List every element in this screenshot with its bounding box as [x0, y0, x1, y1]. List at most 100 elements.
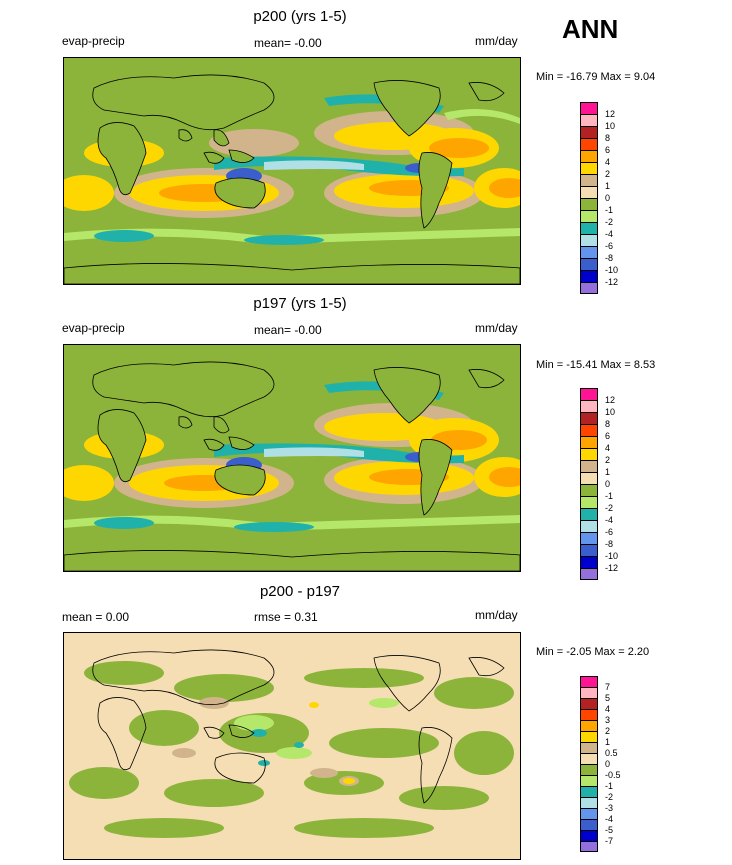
colorbar-tick: 10: [605, 121, 616, 131]
colorbar-swatch: [580, 186, 598, 198]
panel-1-map: [63, 57, 521, 285]
colorbar-swatch: [580, 138, 598, 150]
panel-3-map-svg: [64, 633, 520, 859]
colorbar-swatch: [580, 720, 598, 731]
colorbar-tick: -4: [605, 515, 614, 525]
colorbar-tick: -8: [605, 539, 614, 549]
colorbar-tick: -2: [605, 792, 614, 802]
colorbar-tick: -0.5: [605, 770, 621, 780]
colorbar-swatch: [580, 412, 598, 424]
colorbar-swatch: [580, 258, 598, 270]
colorbar-swatch: [580, 270, 598, 282]
colorbar-swatch: [580, 388, 598, 400]
season-label: ANN: [562, 14, 619, 44]
colorbar-tick: 0: [605, 479, 611, 489]
colorbar-tick: -10: [605, 265, 619, 275]
colorbar-swatch: [580, 830, 598, 841]
colorbar-swatch: [580, 532, 598, 544]
panel-2-units-label: mm/day: [475, 321, 518, 335]
colorbar-swatch: [580, 841, 598, 852]
panel-2-minmax: Min = -15.41 Max = 8.53: [536, 359, 656, 371]
panel-3-map: [63, 632, 521, 860]
colorbar-tick: 6: [605, 431, 611, 441]
colorbar-tick: -7: [605, 836, 614, 846]
colorbar-tick: 2: [605, 726, 611, 736]
colorbar-tick: 8: [605, 419, 611, 429]
colorbar-swatch: [580, 150, 598, 162]
colorbar-swatch: [580, 282, 598, 294]
colorbar-tick: -2: [605, 503, 614, 513]
colorbar-swatch: [580, 436, 598, 448]
colorbar-tick: 4: [605, 443, 611, 453]
colorbar-swatch: [580, 246, 598, 258]
colorbar-swatch: [580, 808, 598, 819]
colorbar-tick: 7: [605, 682, 611, 692]
colorbar-swatch: [580, 460, 598, 472]
colorbar-swatch: [580, 775, 598, 786]
panel-3-rmse-label: rmse = 0.31: [254, 610, 318, 624]
colorbar-swatch: [580, 731, 598, 742]
colorbar-swatch: [580, 114, 598, 126]
panel-1-minmax: Min = -16.79 Max = 9.04: [536, 71, 656, 83]
colorbar-tick: 2: [605, 169, 611, 179]
colorbar-tick: -6: [605, 527, 614, 537]
panel-1-mean-label: mean= -0.00: [254, 36, 322, 50]
colorbar-swatch: [580, 786, 598, 797]
colorbar-swatch: [580, 709, 598, 720]
panel-3-units-label: mm/day: [475, 608, 518, 622]
panel-2-map-svg: [64, 345, 520, 571]
colorbar-tick: 10: [605, 407, 616, 417]
colorbar-swatch: [580, 484, 598, 496]
colorbar-tick: 1: [605, 467, 611, 477]
colorbar-tick: 0: [605, 193, 611, 203]
panel-3-title: p200 - p197: [259, 583, 341, 600]
colorbar-swatch: [580, 400, 598, 412]
colorbar-swatch: [580, 742, 598, 753]
colorbar-swatch: [580, 687, 598, 698]
colorbar-tick: 2: [605, 455, 611, 465]
colorbar-tick: -2: [605, 217, 614, 227]
colorbar-swatch: [580, 162, 598, 174]
colorbar-tick: -4: [605, 814, 614, 824]
colorbar-tick: -12: [605, 563, 619, 573]
panel-1-units-label: mm/day: [475, 34, 518, 48]
colorbar-swatch: [580, 210, 598, 222]
colorbar-tick: 8: [605, 133, 611, 143]
panel-3-mean-label: mean = 0.00: [62, 610, 130, 624]
panel-1-map-svg: [64, 58, 520, 284]
colorbar-tick: 3: [605, 715, 611, 725]
colorbar-swatch: [580, 496, 598, 508]
colorbar-tick: 12: [605, 395, 616, 405]
colorbar-tick: -6: [605, 241, 614, 251]
colorbar-swatch: [580, 764, 598, 775]
colorbar-swatch: [580, 819, 598, 830]
colorbar-swatch: [580, 174, 598, 186]
colorbar-swatch: [580, 508, 598, 520]
colorbar-swatch: [580, 448, 598, 460]
colorbar-tick: -10: [605, 551, 619, 561]
colorbar-tick: -5: [605, 825, 614, 835]
colorbar-swatch: [580, 568, 598, 580]
colorbar-swatch: [580, 797, 598, 808]
colorbar-tick: 1: [605, 737, 611, 747]
colorbar-tick: 6: [605, 145, 611, 155]
colorbar-swatch: [580, 234, 598, 246]
panel-3-minmax: Min = -2.05 Max = 2.20: [536, 646, 650, 658]
colorbar-tick: -1: [605, 781, 614, 791]
colorbar-tick: 4: [605, 704, 611, 714]
colorbar-tick: -3: [605, 803, 614, 813]
colorbar-tick: 0.5: [605, 748, 618, 758]
colorbar-swatch: [580, 676, 598, 687]
colorbar-swatch: [580, 556, 598, 568]
colorbar-swatch: [580, 753, 598, 764]
panel-2-title: p197 (yrs 1-5): [253, 295, 347, 312]
colorbar-tick: 0: [605, 759, 611, 769]
colorbar-tick: -12: [605, 277, 619, 287]
colorbar-swatch: [580, 472, 598, 484]
colorbar-swatch: [580, 126, 598, 138]
panel-2-field-label: evap-precip: [62, 321, 125, 335]
colorbar-tick: -1: [605, 205, 614, 215]
colorbar-tick: -1: [605, 491, 614, 501]
colorbar-tick: 12: [605, 109, 616, 119]
panel-1-field-label: evap-precip: [62, 34, 125, 48]
